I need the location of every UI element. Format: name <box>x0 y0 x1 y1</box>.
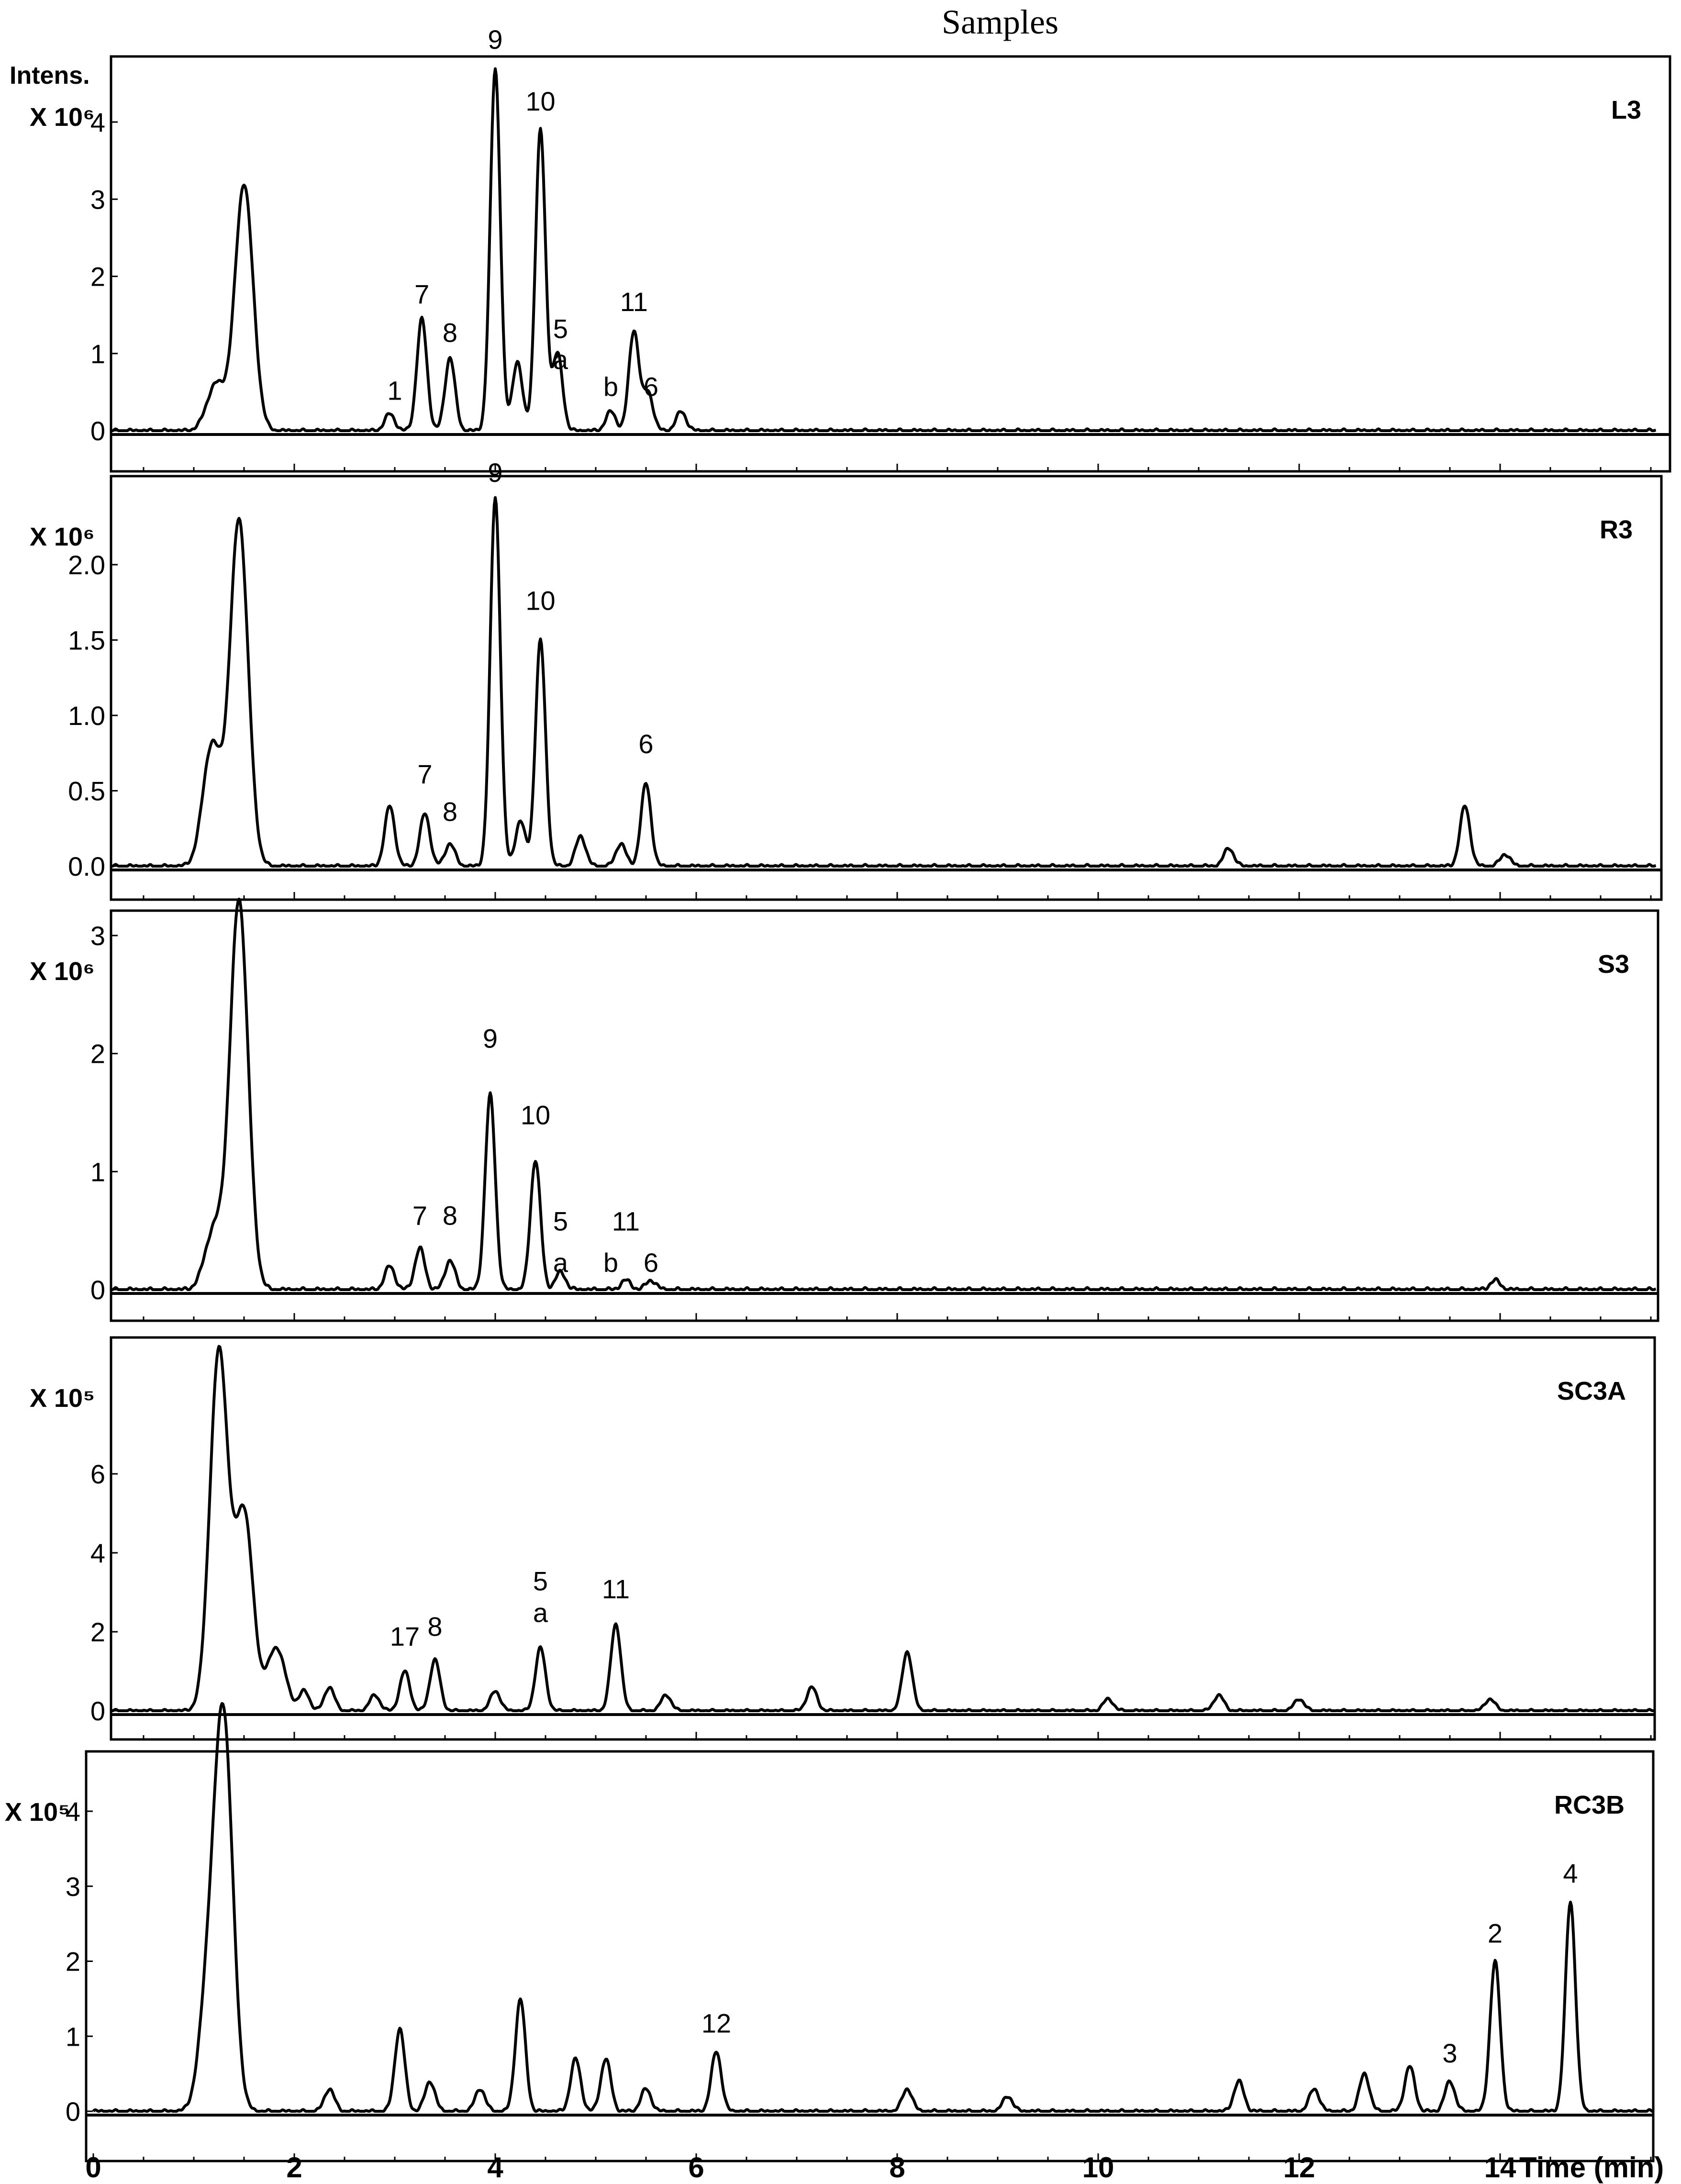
x-tick-label: 10 <box>1082 2151 1114 2184</box>
peak-label: a <box>553 345 568 375</box>
peak-label: 1 <box>387 376 402 406</box>
peak-label: a <box>553 1248 568 1278</box>
x-axis-label: Time (min) <box>1519 2151 1664 2184</box>
peak-label: b <box>603 1248 618 1278</box>
y-tick-label: 0 <box>66 2096 80 2127</box>
figure-title: Samples <box>942 3 1058 41</box>
x-tick-label: 14 <box>1484 2151 1516 2184</box>
peak-label: a <box>533 1597 548 1627</box>
y-tick-label: 0.5 <box>68 776 105 806</box>
peak-label: 10 <box>525 86 555 116</box>
x-tick-label: 12 <box>1283 2151 1315 2184</box>
panel-frame <box>110 909 1659 1322</box>
peak-label: 7 <box>412 1200 427 1230</box>
scale-label: X 10⁶ <box>30 957 95 986</box>
y-tick-label: 4 <box>90 1538 105 1568</box>
peak-label: 9 <box>488 457 502 488</box>
y-tick-label: 6 <box>90 1459 105 1489</box>
x-tick-label: 2 <box>286 2151 302 2184</box>
peak-label: 3 <box>1442 2038 1457 2068</box>
x-tick-label: 8 <box>889 2151 905 2184</box>
peak-label: 7 <box>417 759 432 789</box>
scale-label: X 10⁶ <box>30 103 95 132</box>
peak-label: 5 <box>533 1566 548 1596</box>
peak-label: 12 <box>701 2008 731 2038</box>
panel-frame <box>110 55 1671 473</box>
peak-label: 11 <box>612 1206 640 1237</box>
y-tick-label: 2 <box>66 1947 80 1977</box>
panel-name: RC3B <box>1554 1791 1625 1819</box>
y-tick-label: 3 <box>90 921 105 951</box>
peak-label: 10 <box>525 586 555 616</box>
chromatogram-trace <box>111 67 1657 432</box>
peak-label: 6 <box>644 371 658 401</box>
peak-label: 8 <box>443 318 457 348</box>
panel-frame <box>85 1750 1655 2162</box>
peak-label: 6 <box>638 729 653 759</box>
panel-name: L3 <box>1611 96 1641 124</box>
chromatogram-trace <box>111 1345 1655 1712</box>
peak-label: 4 <box>1563 1858 1578 1888</box>
y-tick-label: 1 <box>90 1157 105 1187</box>
peak-label: 7 <box>414 279 429 309</box>
panel-s3: 0 1 2 3 X 10⁶ S3 7 8 9 10 5 a b 116 <box>30 897 1659 1322</box>
x-tick-label: 6 <box>688 2151 704 2184</box>
peak-label: 6 <box>644 1248 658 1278</box>
peak-label: 2 <box>1488 1918 1503 1948</box>
peak-label: 11 <box>620 287 648 317</box>
y-tick-label: 1 <box>66 2021 80 2051</box>
peak-label: 8 <box>443 1200 457 1230</box>
y-tick-label: 2 <box>90 1039 105 1069</box>
peak-label: 17 <box>390 1621 420 1651</box>
peak-label: 11 <box>602 1574 630 1604</box>
peak-label: 5 <box>553 314 568 344</box>
panel-r3: 0.0 0.5 1.0 1.5 2.0X 10⁶ R3 78 9 10 6 <box>30 457 1663 901</box>
y-tick-label: 0 <box>90 1696 105 1726</box>
y-tick-label: 1.0 <box>68 701 105 731</box>
y-tick-label: 0.0 <box>68 851 105 881</box>
panel-sc3a: 0 2 4 6 X 10⁵ SC3A 17 8 5a 11 <box>30 1336 1656 1741</box>
y-tick-label: 1 <box>90 339 105 369</box>
peak-label: b <box>603 371 618 401</box>
peak-label: 9 <box>488 24 502 55</box>
y-tick-label: 0 <box>90 1275 105 1305</box>
chromatogram-trace <box>111 496 1657 868</box>
panel-frame <box>110 475 1663 901</box>
scale-label: X 10⁵ <box>30 1384 95 1413</box>
peak-label: 10 <box>521 1100 550 1130</box>
chromatogram-trace <box>92 1702 1654 2113</box>
chromatogram-trace <box>111 897 1657 1291</box>
panel-name: SC3A <box>1557 1377 1626 1405</box>
peak-label: 8 <box>427 1611 442 1641</box>
scale-label: X 10⁶ <box>30 523 95 551</box>
peak-label: 5 <box>553 1206 568 1237</box>
y-tick-label: 4 <box>66 1796 80 1827</box>
panel-name: S3 <box>1598 950 1629 979</box>
intens-label: Intens. <box>10 62 90 89</box>
y-tick-label: 1.5 <box>68 625 105 656</box>
panel-frame <box>110 1336 1656 1741</box>
panel-l3: 0 1 2 3 4X 10⁶ L3 1 78 9 10 5a b 11 6 <box>30 24 1671 473</box>
x-tick-label: 4 <box>487 2151 503 2184</box>
y-tick-label: 3 <box>90 184 105 214</box>
scale-label: X 10⁵ <box>5 1798 70 1827</box>
x-tick-label: 0 <box>85 2151 101 2184</box>
panel-name: R3 <box>1600 515 1633 544</box>
peak-label: 8 <box>443 797 457 827</box>
peak-label: 9 <box>483 1023 498 1053</box>
shared-x-axis: 0 2 4 6 8 10 12 14 <box>85 2151 1516 2184</box>
y-tick-label: 2 <box>90 262 105 292</box>
y-tick-label: 2.0 <box>68 550 105 580</box>
y-tick-label: 3 <box>66 1872 80 1902</box>
y-tick-label: 2 <box>90 1617 105 1647</box>
y-tick-label: 0 <box>90 416 105 446</box>
y-tick-label: 4 <box>90 107 105 137</box>
